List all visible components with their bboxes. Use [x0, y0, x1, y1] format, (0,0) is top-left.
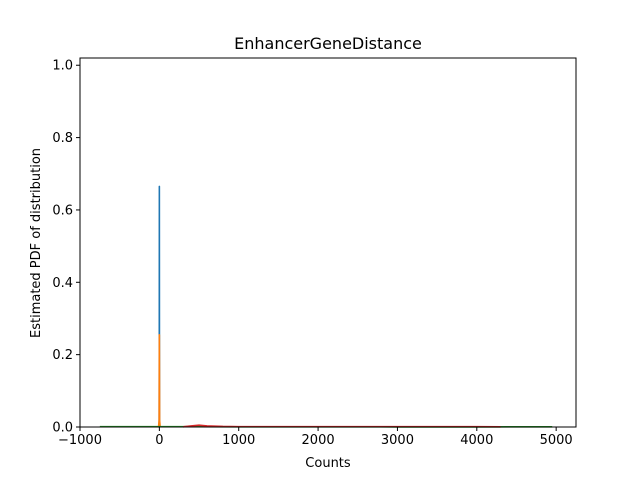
y-axis-ticks: 0.0 0.2 0.4 0.6 0.8 1.0 [52, 59, 80, 436]
x-axis-ticks: −1000 0 1000 2000 3000 4000 5000 [58, 427, 573, 448]
series-line-2 [157, 333, 161, 428]
x-tick-label: 1000 [222, 433, 255, 448]
y-tick-label: 0.0 [52, 421, 73, 436]
y-axis-label: Estimated PDF of distribution [29, 148, 44, 338]
y-tick-label: 0.4 [52, 276, 73, 291]
y-tick-label: 0.8 [52, 131, 73, 146]
y-tick-label: 0.6 [52, 203, 73, 218]
chart-title: EnhancerGeneDistance [234, 34, 422, 53]
x-axis-label: Counts [305, 456, 351, 471]
y-tick-label: 0.2 [52, 348, 73, 363]
x-tick-label: 5000 [540, 433, 573, 448]
x-tick-label: 0 [155, 433, 163, 448]
x-tick-label: 2000 [302, 433, 335, 448]
x-tick-label: 4000 [460, 433, 493, 448]
x-tick-label: 3000 [381, 433, 414, 448]
y-tick-label: 1.0 [52, 59, 73, 74]
axes-frame [79, 57, 577, 428]
x-tick-label: −1000 [58, 433, 102, 448]
